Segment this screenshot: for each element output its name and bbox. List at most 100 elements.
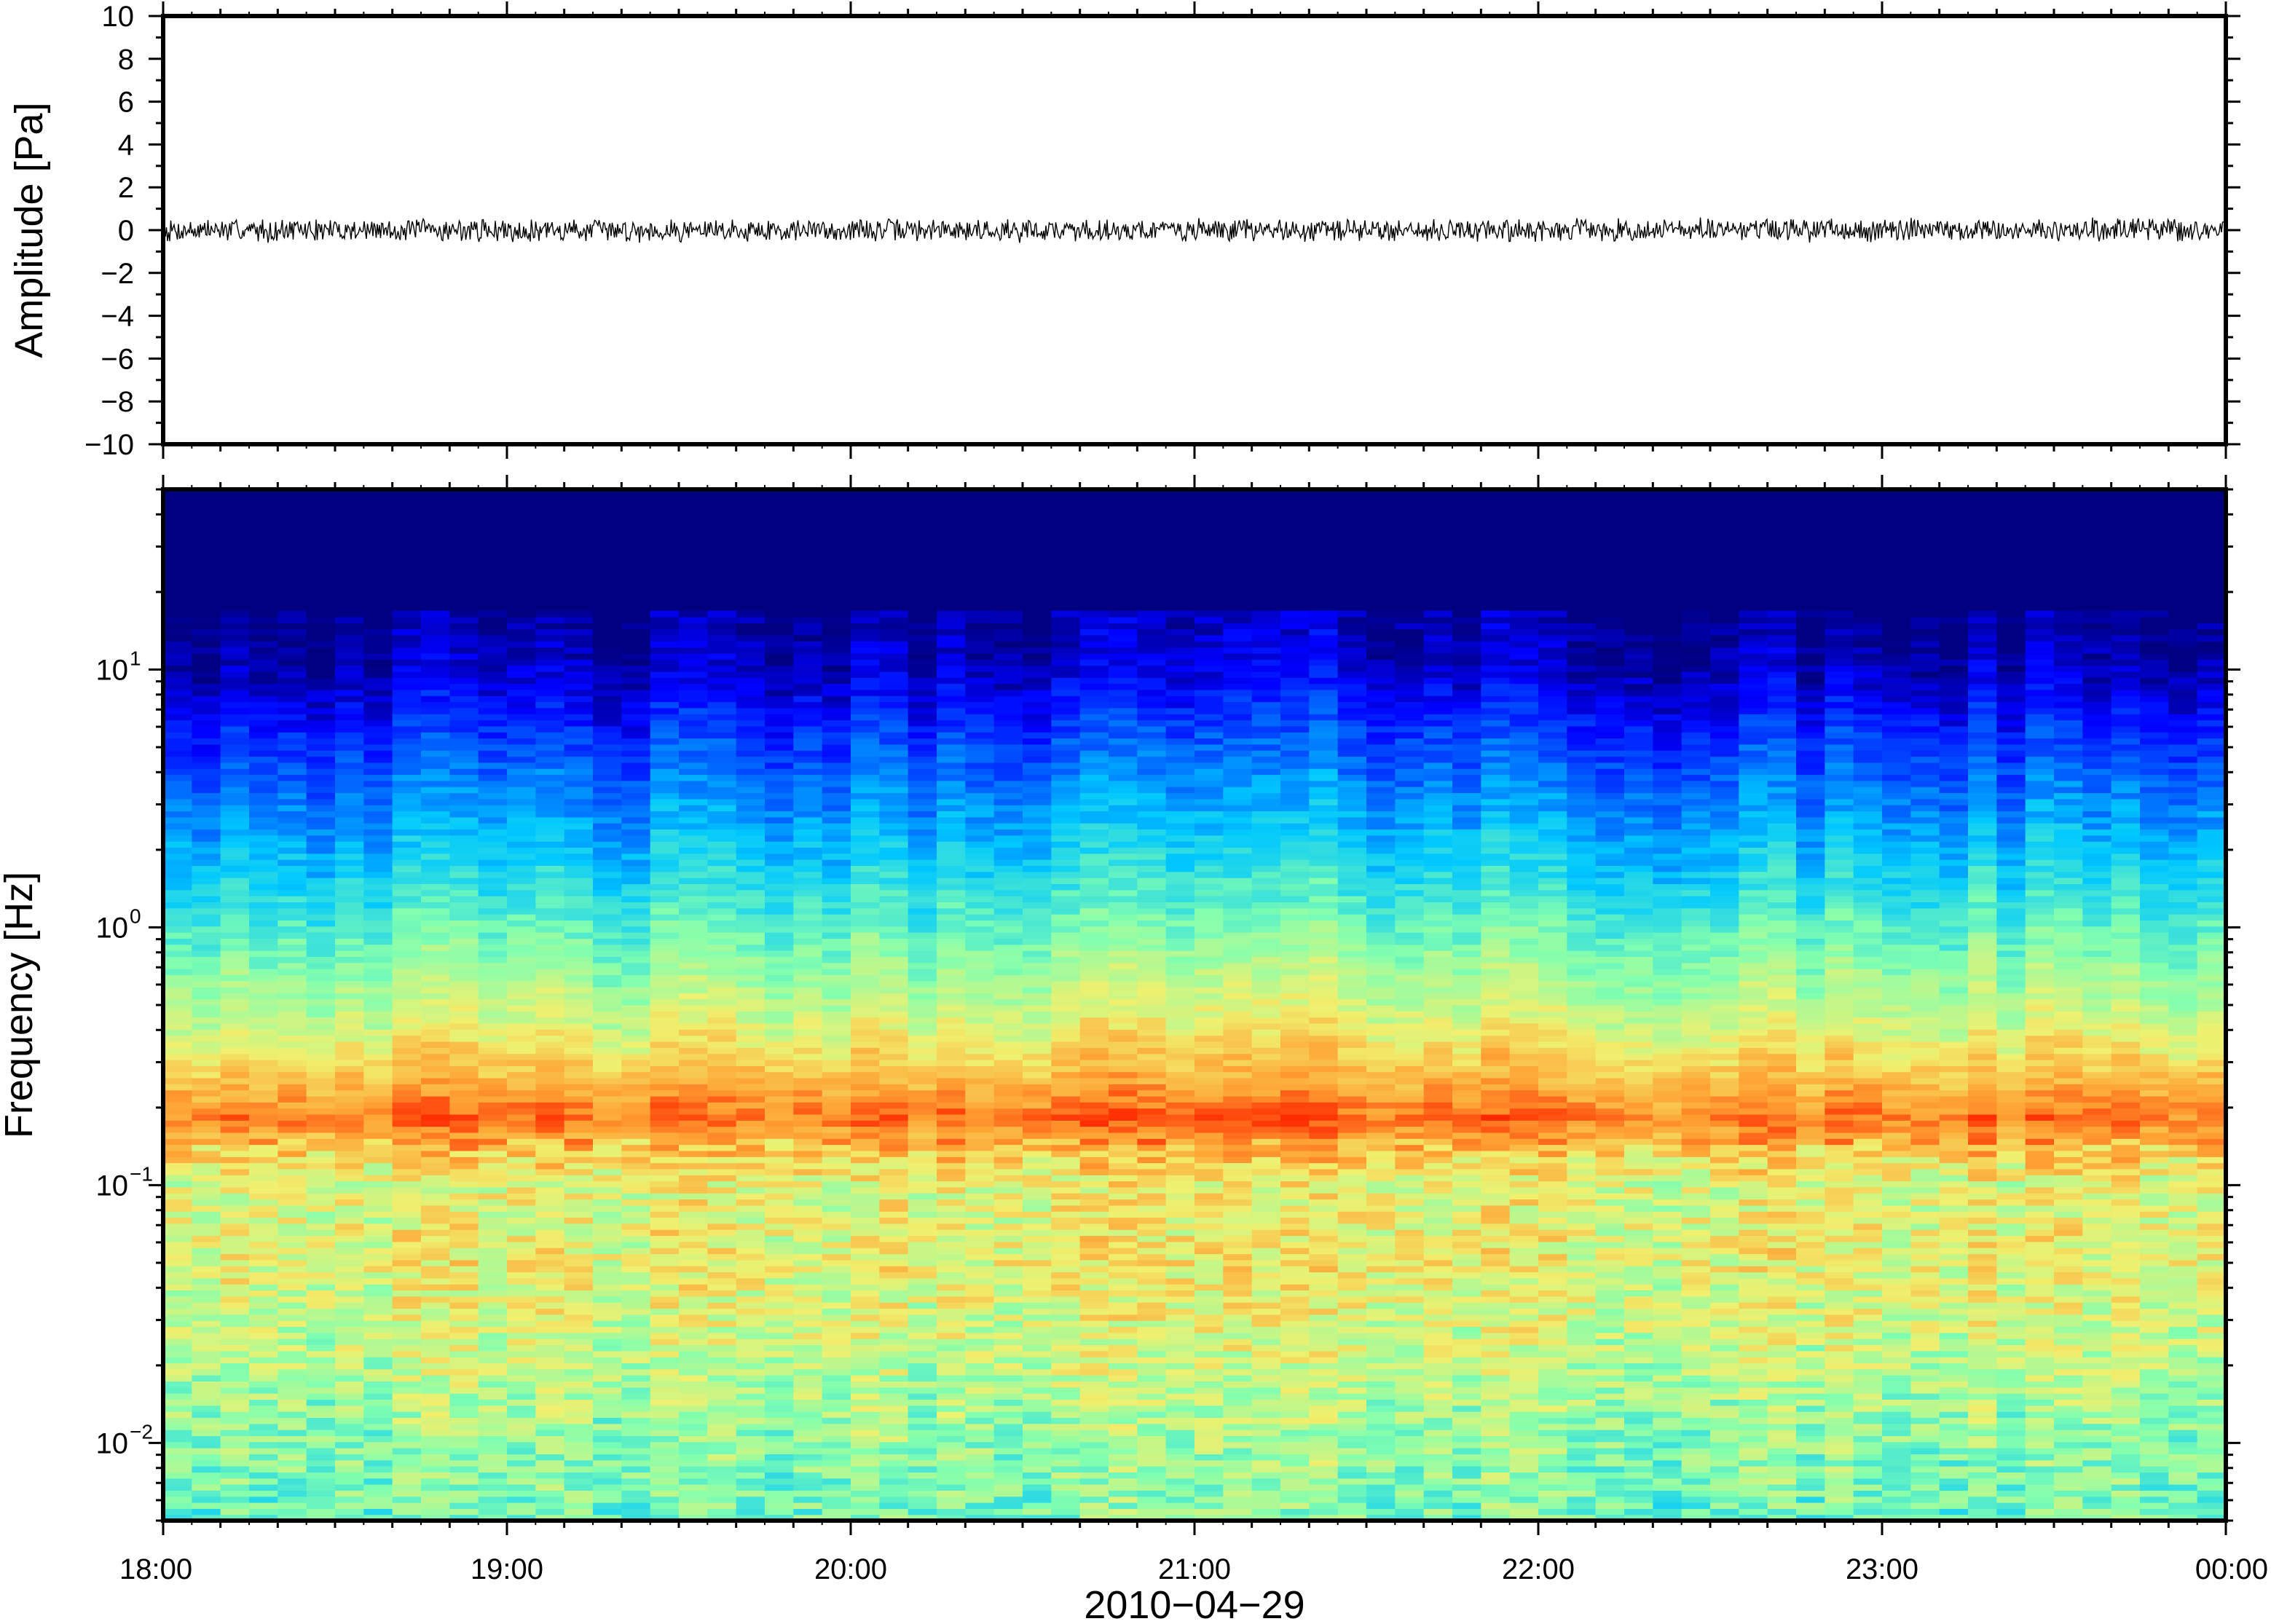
heatmap-cell bbox=[965, 1186, 995, 1194]
heatmap-cell bbox=[879, 792, 909, 800]
heatmap-cell bbox=[535, 1132, 565, 1139]
heatmap-cell bbox=[621, 1332, 651, 1339]
heatmap-cell bbox=[851, 1168, 880, 1175]
heatmap-cell bbox=[421, 628, 450, 636]
heatmap-cell bbox=[507, 1326, 536, 1333]
heatmap-cell bbox=[249, 1393, 278, 1400]
heatmap-cell bbox=[535, 1320, 565, 1328]
heatmap-cell bbox=[507, 641, 536, 648]
heatmap-cell bbox=[822, 1144, 851, 1151]
heatmap-cell bbox=[220, 1077, 250, 1084]
heatmap-cell bbox=[765, 835, 794, 842]
heatmap-cell bbox=[220, 847, 250, 854]
heatmap-cell bbox=[163, 1502, 192, 1509]
heatmap-cell bbox=[421, 1247, 450, 1255]
heatmap-cell bbox=[1051, 1235, 1081, 1242]
heatmap-cell bbox=[593, 1277, 622, 1285]
heatmap-cell bbox=[220, 628, 250, 636]
heatmap-cell bbox=[993, 1150, 1023, 1157]
heatmap-cell bbox=[879, 616, 909, 623]
heatmap-cell bbox=[879, 750, 909, 757]
heatmap-cell bbox=[707, 720, 737, 727]
heatmap-cell bbox=[363, 829, 393, 836]
heatmap-cell bbox=[965, 932, 995, 939]
heatmap-cell bbox=[765, 980, 794, 988]
heatmap-cell bbox=[707, 805, 737, 812]
heatmap-cell bbox=[679, 1247, 708, 1255]
heatmap-cell bbox=[507, 1229, 536, 1237]
heatmap-cell bbox=[363, 623, 393, 630]
heatmap-cell bbox=[449, 878, 479, 885]
heatmap-cell bbox=[736, 1017, 765, 1024]
heatmap-cell bbox=[707, 1102, 737, 1109]
heatmap-cell bbox=[851, 950, 880, 957]
heatmap-cell bbox=[163, 1053, 192, 1060]
heatmap-cell bbox=[593, 1441, 622, 1448]
heatmap-cell bbox=[736, 907, 765, 915]
heatmap-cell bbox=[1023, 1387, 1052, 1394]
heatmap-cell bbox=[993, 993, 1023, 1000]
heatmap-cell bbox=[879, 1156, 909, 1164]
heatmap-cell bbox=[220, 677, 250, 685]
heatmap-cell bbox=[421, 1047, 450, 1055]
heatmap-cell bbox=[449, 1102, 479, 1109]
heatmap-cell bbox=[650, 653, 680, 660]
heatmap-cell bbox=[163, 1132, 192, 1139]
heatmap-cell bbox=[421, 623, 450, 630]
heatmap-cell bbox=[1051, 805, 1081, 812]
heatmap-cell bbox=[220, 1472, 250, 1479]
heatmap-cell bbox=[937, 1399, 966, 1406]
heatmap-cell bbox=[163, 1156, 192, 1164]
heatmap-cell bbox=[363, 665, 393, 672]
heatmap-cell bbox=[335, 1290, 364, 1297]
heatmap-cell bbox=[220, 998, 250, 1006]
heatmap-cell bbox=[507, 1150, 536, 1157]
heatmap-cell bbox=[965, 1381, 995, 1388]
heatmap-cell bbox=[908, 1126, 937, 1133]
heatmap-cell bbox=[736, 1108, 765, 1115]
heatmap-cell bbox=[249, 896, 278, 902]
heatmap-cell bbox=[449, 1326, 479, 1333]
heatmap-cell bbox=[564, 950, 594, 957]
heatmap-cell bbox=[1023, 1514, 1052, 1521]
heatmap-cell bbox=[937, 902, 966, 909]
heatmap-cell bbox=[1023, 969, 1052, 975]
heatmap-cell bbox=[564, 859, 594, 867]
heatmap-cell bbox=[851, 1089, 880, 1097]
heatmap-cell bbox=[765, 1368, 794, 1376]
heatmap-cell bbox=[163, 1235, 192, 1242]
heatmap-cell bbox=[679, 969, 708, 975]
heatmap-cell bbox=[306, 847, 336, 854]
heatmap-cell bbox=[249, 1308, 278, 1315]
heatmap-cell bbox=[593, 896, 622, 902]
heatmap-cell bbox=[421, 1180, 450, 1188]
heatmap-cell bbox=[879, 1417, 909, 1424]
heatmap-cell bbox=[421, 1235, 450, 1242]
heatmap-cell bbox=[1023, 1411, 1052, 1418]
heatmap-cell bbox=[335, 1478, 364, 1485]
heatmap-cell bbox=[421, 689, 450, 696]
heatmap-cell bbox=[192, 647, 221, 654]
heatmap-cell bbox=[793, 732, 823, 739]
heatmap-cell bbox=[220, 641, 250, 648]
heatmap-cell bbox=[421, 1120, 450, 1127]
heatmap-cell bbox=[851, 1277, 880, 1285]
heatmap-cell bbox=[478, 1454, 508, 1461]
heatmap-cell bbox=[650, 1150, 680, 1157]
heatmap-cell bbox=[421, 1272, 450, 1279]
heatmap-cell bbox=[1051, 1454, 1081, 1461]
heatmap-cell bbox=[363, 859, 393, 867]
heatmap-cell bbox=[650, 1065, 680, 1073]
heatmap-cell bbox=[879, 787, 909, 794]
heatmap-cell bbox=[965, 1423, 995, 1430]
heatmap-cell bbox=[679, 829, 708, 836]
heatmap-cell bbox=[822, 1496, 851, 1503]
heatmap-cell bbox=[879, 1132, 909, 1139]
heatmap-cell bbox=[793, 859, 823, 867]
heatmap-cell bbox=[363, 1089, 393, 1097]
heatmap-cell bbox=[993, 610, 1023, 618]
heatmap-cell bbox=[822, 1478, 851, 1485]
heatmap-cell bbox=[192, 902, 221, 909]
heatmap-cell bbox=[535, 787, 565, 794]
heatmap-cell bbox=[793, 1095, 823, 1103]
